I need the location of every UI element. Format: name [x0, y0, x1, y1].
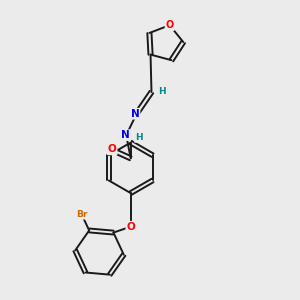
Text: O: O [166, 20, 174, 30]
Text: N: N [121, 130, 130, 140]
Text: N: N [131, 109, 140, 119]
Text: H: H [158, 87, 166, 96]
Text: O: O [126, 222, 135, 232]
Text: O: O [108, 144, 117, 154]
Text: H: H [135, 133, 142, 142]
Text: Br: Br [76, 210, 87, 219]
